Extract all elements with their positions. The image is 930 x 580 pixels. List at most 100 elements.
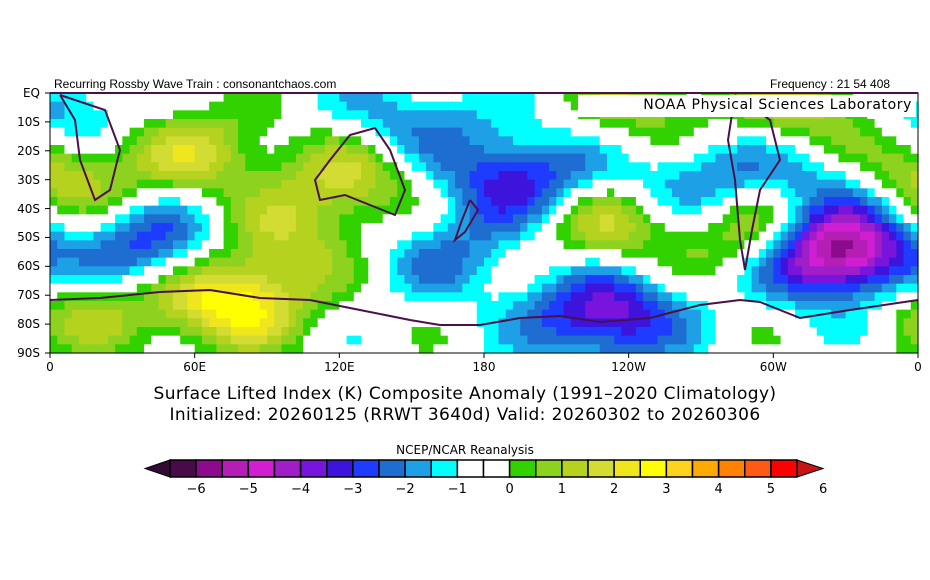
field-cell	[708, 266, 717, 276]
field-cell	[158, 283, 167, 293]
field-cell	[158, 127, 167, 137]
field-cell	[180, 318, 189, 328]
field-cell	[592, 309, 601, 319]
field-cell	[57, 318, 66, 328]
field-cell	[563, 301, 572, 311]
field-cell	[780, 249, 789, 259]
field-cell	[346, 119, 355, 129]
field-cell	[867, 153, 876, 163]
field-cell	[896, 223, 905, 233]
field-cell	[614, 249, 623, 259]
field-cell	[447, 153, 456, 163]
field-cell	[729, 119, 738, 129]
field-cell	[701, 223, 709, 233]
field-cell	[686, 136, 695, 146]
field-cell	[614, 179, 623, 189]
field-cell	[86, 344, 94, 354]
field-cell	[512, 101, 521, 111]
field-cell	[563, 101, 572, 111]
field-cell	[672, 223, 680, 233]
field-cell	[375, 153, 384, 163]
field-cell	[151, 93, 160, 103]
field-cell	[462, 136, 471, 146]
field-cell	[245, 344, 254, 354]
field-cell	[874, 153, 883, 163]
field-cell	[129, 110, 138, 120]
field-cell	[491, 110, 500, 120]
field-cell	[136, 318, 145, 328]
field-cell	[332, 335, 340, 345]
field-cell	[715, 249, 724, 259]
colorbar-under-arrow	[143, 459, 171, 478]
colorbar-over-arrow	[796, 459, 825, 478]
colorbar-swatch	[247, 459, 276, 478]
field-cell	[541, 127, 550, 137]
field-cell	[751, 153, 760, 163]
field-cell	[295, 119, 304, 129]
field-cell	[303, 119, 311, 129]
field-cell	[867, 136, 876, 146]
field-cell	[303, 101, 311, 111]
field-cell	[64, 301, 73, 311]
field-cell	[534, 188, 543, 198]
field-cell	[802, 179, 811, 189]
field-cell	[606, 266, 615, 276]
field-cell	[585, 162, 594, 172]
field-cell	[144, 309, 152, 319]
field-cell	[411, 197, 420, 207]
field-cell	[281, 318, 290, 328]
field-cell	[223, 344, 232, 354]
field-cell	[107, 266, 116, 276]
field-cell	[534, 240, 543, 250]
field-cell	[737, 249, 745, 259]
field-cell	[187, 309, 196, 319]
field-cell	[889, 318, 897, 328]
field-cell	[606, 153, 615, 163]
field-cell	[71, 249, 80, 259]
field-cell	[433, 110, 442, 120]
field-cell	[469, 145, 478, 155]
field-cell	[375, 335, 384, 345]
field-cell	[404, 266, 413, 276]
field-cell	[115, 214, 123, 224]
field-cell	[867, 162, 876, 172]
field-cell	[216, 223, 225, 233]
field-cell	[209, 327, 217, 337]
field-cell	[635, 249, 644, 259]
field-cell	[194, 240, 203, 250]
field-cell	[209, 309, 217, 319]
field-cell	[136, 119, 145, 129]
field-cell	[903, 136, 912, 146]
field-cell	[874, 309, 883, 319]
field-cell	[657, 136, 666, 146]
field-cell	[823, 240, 832, 250]
field-cell	[368, 127, 377, 137]
field-cell	[346, 266, 355, 276]
field-cell	[288, 309, 297, 319]
field-cell	[621, 171, 630, 181]
field-cell	[230, 119, 239, 129]
field-cell	[375, 145, 384, 155]
field-cell	[216, 257, 225, 267]
field-cell	[476, 162, 485, 172]
field-cell	[100, 309, 109, 319]
field-cell	[397, 136, 406, 146]
field-cell	[787, 171, 796, 181]
field-cell	[541, 110, 550, 120]
field-cell	[50, 197, 58, 207]
field-cell	[245, 301, 254, 311]
field-cell	[281, 335, 290, 345]
field-cell	[274, 318, 283, 328]
field-cell	[896, 145, 905, 155]
field-cell	[389, 127, 398, 137]
field-cell	[860, 249, 868, 259]
field-cell	[418, 162, 427, 172]
field-cell	[440, 110, 449, 120]
field-cell	[433, 257, 442, 267]
field-cell	[860, 162, 868, 172]
field-cell	[223, 93, 232, 103]
field-cell	[874, 119, 883, 129]
field-cell	[476, 249, 485, 259]
field-cell	[324, 327, 333, 337]
field-cell	[440, 214, 449, 224]
